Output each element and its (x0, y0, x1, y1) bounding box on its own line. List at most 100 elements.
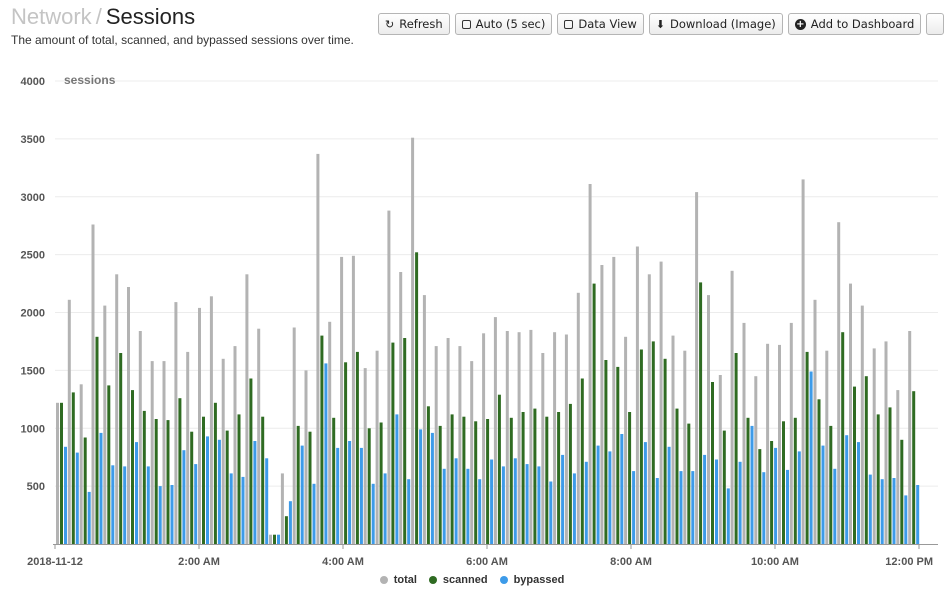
bar-scanned (616, 366, 620, 544)
bar-total (162, 361, 166, 544)
bar-total (718, 375, 722, 544)
bar-bypassed (584, 461, 588, 544)
refresh-button[interactable]: ↻ Refresh (378, 13, 450, 35)
bar-bypassed (750, 425, 754, 544)
bar-scanned (545, 416, 549, 544)
bar-total (198, 307, 201, 544)
bar-scanned (71, 392, 75, 544)
bar-total (115, 274, 119, 544)
bar-bypassed (632, 471, 636, 544)
bar-total (387, 210, 391, 544)
bar-scanned (154, 419, 158, 544)
bar-total (624, 336, 628, 544)
bar-bypassed (478, 479, 482, 544)
bar-scanned (639, 349, 643, 544)
breadcrumb-network[interactable]: Network (11, 4, 92, 29)
bar-scanned (675, 408, 679, 544)
bar-bypassed (419, 429, 423, 544)
legend-label-bypassed: bypassed (513, 574, 565, 586)
bar-scanned (332, 417, 336, 544)
bar-scanned (888, 407, 892, 544)
legend-dot-total (379, 576, 388, 584)
x-axis: 2018-11-12 2:00 AM 4:00 AM 6:00 AM 8:00 AM 10… (27, 544, 938, 568)
download-image-button[interactable]: ⬇ Download (Image) (648, 13, 783, 35)
bar-total (813, 299, 817, 544)
bar-total (174, 302, 178, 544)
bar-scanned (912, 391, 916, 544)
bar-bypassed (371, 483, 375, 544)
bar-total (67, 299, 71, 544)
bar-bypassed (407, 479, 411, 544)
auto-refresh-label: Auto (5 sec) (475, 17, 546, 31)
bar-bypassed (383, 473, 387, 544)
bar-bypassed (300, 445, 304, 544)
bar-bypassed (348, 441, 352, 544)
bar-bypassed (703, 454, 707, 544)
bar-total (860, 305, 864, 544)
bar-total (647, 274, 651, 544)
bar-scanned (604, 360, 608, 544)
bar-total (659, 261, 663, 544)
refresh-icon: ↻ (385, 17, 395, 31)
bar-bypassed (64, 446, 67, 544)
bar-bypassed (679, 471, 683, 544)
data-view-toggle[interactable]: Data View (557, 13, 644, 35)
bar-total (138, 331, 142, 544)
bar-total (493, 317, 497, 544)
bar-scanned (273, 534, 276, 544)
bar-bypassed (655, 478, 659, 544)
bar-total (186, 351, 190, 544)
bar-bypassed (561, 454, 565, 544)
bar-total (564, 334, 568, 544)
bar-bypassed (809, 371, 813, 544)
bar-total (280, 473, 284, 544)
bar-bypassed (892, 478, 896, 544)
y-tick-label: 500 (27, 481, 45, 493)
bar-scanned (900, 439, 904, 544)
bar-total (411, 137, 415, 544)
bar-scanned (687, 423, 691, 544)
toolbar: ↻ Refresh Auto (5 sec) Data View ⬇ Downl… (378, 13, 944, 35)
bar-bypassed (442, 468, 446, 544)
bar-bypassed (490, 459, 494, 544)
legend-item-bypassed[interactable]: bypassed (499, 574, 565, 586)
bar-bypassed (868, 474, 872, 544)
bar-scanned (438, 425, 442, 544)
bar-scanned (580, 378, 584, 544)
bar-scanned (213, 402, 217, 544)
bar-bypassed (608, 451, 612, 544)
bar-total (576, 292, 580, 544)
bar-bypassed (691, 471, 695, 544)
bar-scanned (450, 414, 454, 544)
legend-item-scanned[interactable]: scanned (428, 574, 488, 586)
bar-total (849, 283, 852, 544)
legend-item-total[interactable]: total (379, 574, 417, 586)
bar-total (600, 265, 604, 544)
y-tick-label: 1000 (21, 423, 45, 435)
bar-total (292, 327, 296, 544)
refresh-label: Refresh (399, 17, 443, 31)
bar-scanned (663, 358, 667, 544)
bar-bypassed (572, 473, 576, 544)
download-icon: ⬇ (655, 17, 665, 31)
bar-bypassed (454, 458, 458, 544)
bar-total (635, 246, 639, 544)
bar-bypassed (217, 439, 221, 544)
bar-bypassed (359, 447, 363, 544)
bar-bypassed (277, 534, 280, 544)
bar-scanned (225, 430, 229, 544)
bar-bypassed (797, 451, 801, 544)
bar-total (789, 322, 793, 544)
bar-total (56, 402, 59, 544)
bar-total (612, 256, 616, 544)
x-tick-label: 12:00 PM (885, 556, 933, 568)
bar-total (825, 350, 829, 544)
bar-bypassed (596, 445, 600, 544)
add-to-dashboard-button[interactable]: + Add to Dashboard (787, 13, 922, 35)
bar-total (399, 272, 403, 544)
y-tick-label: 4000 (21, 76, 45, 88)
bar-bypassed (774, 447, 778, 544)
x-tick-label: 2018-11-12 (27, 556, 83, 568)
auto-refresh-toggle[interactable]: Auto (5 sec) (454, 13, 553, 35)
bar-bypassed (99, 432, 103, 544)
